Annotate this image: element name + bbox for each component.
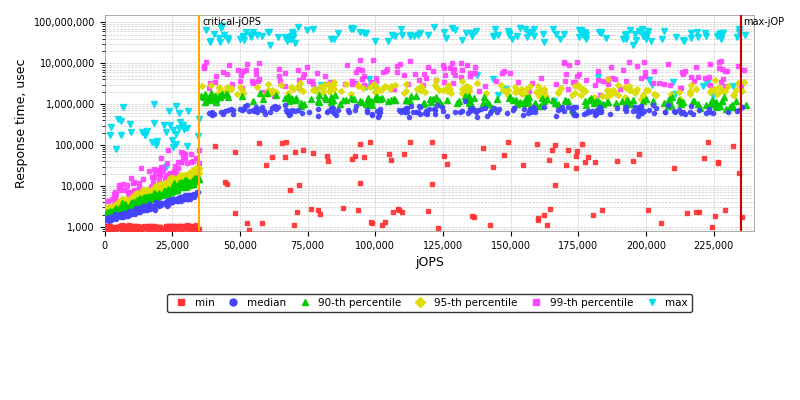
- Legend: min, median, 90-th percentile, 95-th percentile, 99-th percentile, max: min, median, 90-th percentile, 95-th per…: [167, 294, 692, 312]
- X-axis label: jOPS: jOPS: [415, 256, 444, 269]
- Y-axis label: Response time, usec: Response time, usec: [15, 58, 28, 188]
- Text: max-jOP: max-jOP: [743, 17, 785, 27]
- Text: critical-jOPS: critical-jOPS: [202, 17, 261, 27]
